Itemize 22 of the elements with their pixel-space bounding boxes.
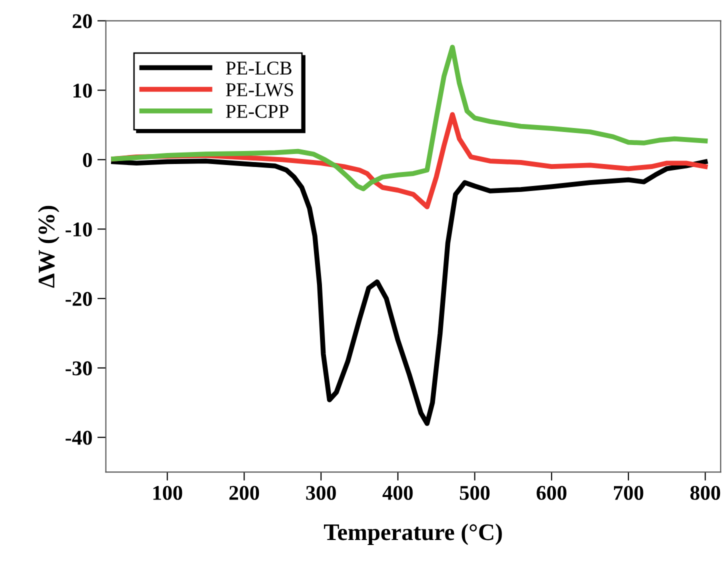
y-tick-label: -10 — [66, 222, 92, 237]
legend-label: PE-LCB — [226, 62, 292, 75]
x-axis-title: Temperature (°C) — [324, 524, 502, 546]
y-tick-label: -20 — [66, 292, 92, 306]
y-tick-label: 20 — [72, 14, 92, 28]
legend-label: PE-CPP — [226, 104, 288, 118]
x-tick-label: 800 — [690, 486, 720, 500]
x-tick-label: 600 — [536, 486, 566, 500]
legend-label: PE-LWS — [226, 83, 293, 96]
y-tick-label: 10 — [73, 84, 92, 98]
x-tick-label: 100 — [153, 486, 182, 500]
y-axis-title: ΔW (%) — [38, 206, 60, 288]
x-tick-label: 400 — [382, 486, 413, 500]
line-series — [111, 44, 708, 192]
x-tick-label: 300 — [306, 486, 336, 500]
x-tick-label: 200 — [229, 486, 260, 500]
y-tick-label: -30 — [66, 361, 92, 376]
y-tick-label: -40 — [66, 430, 92, 445]
line-series — [111, 158, 708, 426]
x-tick-label: 700 — [614, 486, 644, 500]
y-tick-label: 0 — [83, 153, 92, 168]
x-tick-label: 500 — [460, 486, 490, 500]
